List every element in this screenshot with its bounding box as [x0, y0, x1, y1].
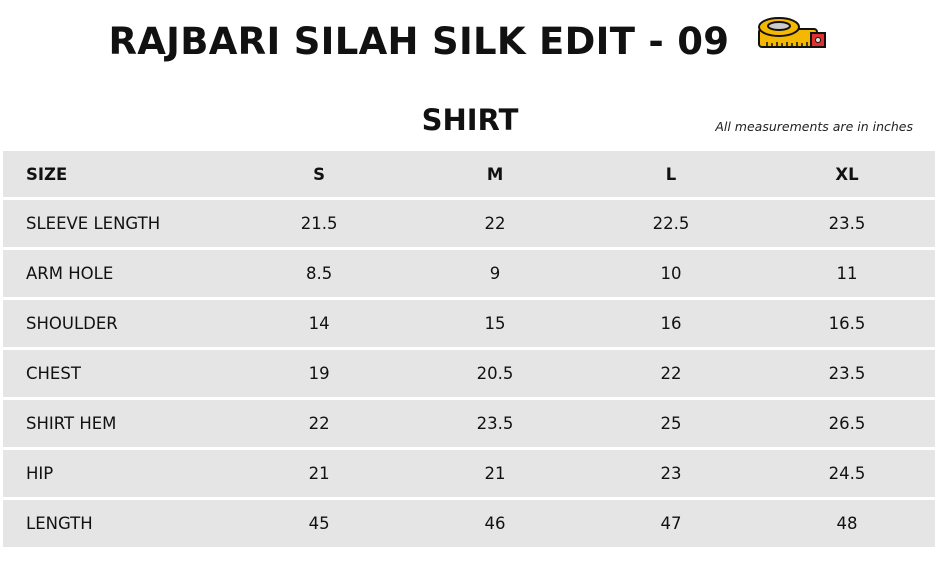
- table-cell: 22: [583, 350, 759, 397]
- column-header: S: [231, 151, 408, 197]
- table-cell: 19: [231, 350, 408, 397]
- page-title: RAJBARI SILAH SILK EDIT - 09: [0, 15, 935, 64]
- row-label: SHIRT HEM: [3, 400, 232, 447]
- table-row: SHOULDER 14 15 16 16.5: [3, 300, 935, 347]
- section-title: SHIRT: [421, 103, 519, 137]
- table-cell: 48: [759, 500, 935, 547]
- table-cell: 23: [583, 450, 759, 497]
- row-label: LENGTH: [3, 500, 232, 547]
- table-header-row: SIZE S M L XL: [3, 151, 935, 197]
- table-cell: 11: [759, 250, 935, 297]
- table-row: HIP 21 21 23 24.5: [3, 450, 935, 497]
- table-row: LENGTH 45 46 47 48: [3, 500, 935, 547]
- table-cell: 8.5: [231, 250, 408, 297]
- table-row: SLEEVE LENGTH 21.5 22 22.5 23.5: [3, 200, 935, 247]
- table-cell: 25: [583, 400, 759, 447]
- column-header: XL: [759, 151, 935, 197]
- row-label: HIP: [3, 450, 232, 497]
- row-label: ARM HOLE: [3, 250, 232, 297]
- table-cell: 21: [231, 450, 408, 497]
- table-row: SHIRT HEM 22 23.5 25 26.5: [3, 400, 935, 447]
- table-cell: 46: [407, 500, 584, 547]
- size-chart-table: SIZE S M L XL SLEEVE LENGTH 21.5 22 22.5 23.…: [3, 148, 935, 550]
- page-title-text: RAJBARI SILAH SILK EDIT - 09: [108, 20, 730, 63]
- table-cell: 22: [231, 400, 408, 447]
- table-cell: 22: [407, 200, 584, 247]
- table-cell: 20.5: [407, 350, 584, 397]
- table-cell: 22.5: [583, 200, 759, 247]
- table-row: ARM HOLE 8.5 9 10 11: [3, 250, 935, 297]
- table-cell: 14: [231, 300, 408, 347]
- table-cell: 47: [583, 500, 759, 547]
- column-header: SIZE: [3, 151, 232, 197]
- column-header: M: [407, 151, 584, 197]
- table-cell: 45: [231, 500, 408, 547]
- measuring-tape-icon: [757, 15, 827, 60]
- table-cell: 16.5: [759, 300, 935, 347]
- table-cell: 9: [407, 250, 584, 297]
- row-label: SHOULDER: [3, 300, 232, 347]
- row-label: SLEEVE LENGTH: [3, 200, 232, 247]
- table-row: CHEST 19 20.5 22 23.5: [3, 350, 935, 397]
- units-note: All measurements are in inches: [715, 119, 913, 134]
- column-header: L: [583, 151, 759, 197]
- row-label: CHEST: [3, 350, 232, 397]
- table-cell: 26.5: [759, 400, 935, 447]
- table-cell: 21: [407, 450, 584, 497]
- table-cell: 23.5: [759, 350, 935, 397]
- table-cell: 10: [583, 250, 759, 297]
- table-cell: 23.5: [407, 400, 584, 447]
- table-cell: 21.5: [231, 200, 408, 247]
- table-cell: 15: [407, 300, 584, 347]
- table-cell: 16: [583, 300, 759, 347]
- table-cell: 24.5: [759, 450, 935, 497]
- table-cell: 23.5: [759, 200, 935, 247]
